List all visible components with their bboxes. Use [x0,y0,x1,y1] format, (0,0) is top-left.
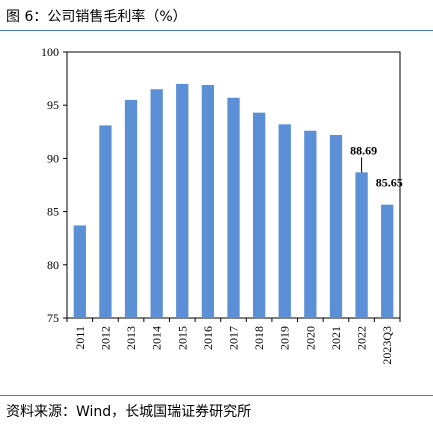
y-tick-label: 95 [47,98,59,112]
bar-2012 [99,125,112,318]
x-tick-label: 2023Q3 [380,326,394,365]
x-tick-label: 2020 [303,326,317,350]
bar-2014 [150,89,163,319]
x-tick-label: 2016 [201,326,215,350]
x-tick-label: 2022 [355,326,369,350]
bar-2020 [304,130,317,318]
x-tick-label: 2013 [124,326,138,350]
chart-labels: 75 80 85 90 95 100 2011 2012 2013 2014 2015 2016 201… [41,45,403,365]
bar-2023Q3 [381,204,394,318]
bar-2015 [176,83,189,318]
x-tick-label: 2021 [329,326,343,350]
bar-2013 [124,99,138,318]
y-tick-label: 90 [47,151,59,165]
y-tick-label: 75 [47,311,59,325]
data-label-2023Q3: 85.65 [376,176,403,190]
chart-bars [73,83,394,319]
bar-2016 [201,84,215,318]
bar-2021 [329,134,343,318]
bottom-rule [0,395,433,396]
bar-2011 [73,225,86,318]
x-tick-label: 2014 [150,326,164,350]
bar-2022 [355,172,368,318]
figure-source: 资料来源：Wind，长城国瑞证券研究所 [6,404,252,420]
x-tick-label: 2017 [227,326,241,350]
y-tick-label: 80 [47,258,59,272]
figure-title: 图 6：公司销售毛利率（%） [6,9,187,25]
data-label-2022: 88.69 [350,143,377,157]
x-tick-label: 2015 [175,326,189,350]
x-tick-label: 2012 [98,326,112,350]
bar-2017 [227,97,240,318]
bar-2019 [278,124,291,319]
top-rule [0,30,433,31]
x-tick-label: 2011 [73,326,87,350]
x-tick-label: 2018 [252,326,266,350]
x-tick-label: 2019 [278,326,292,350]
y-tick-label: 100 [41,45,59,59]
y-tick-label: 85 [47,205,59,219]
bar-2018 [252,112,266,318]
